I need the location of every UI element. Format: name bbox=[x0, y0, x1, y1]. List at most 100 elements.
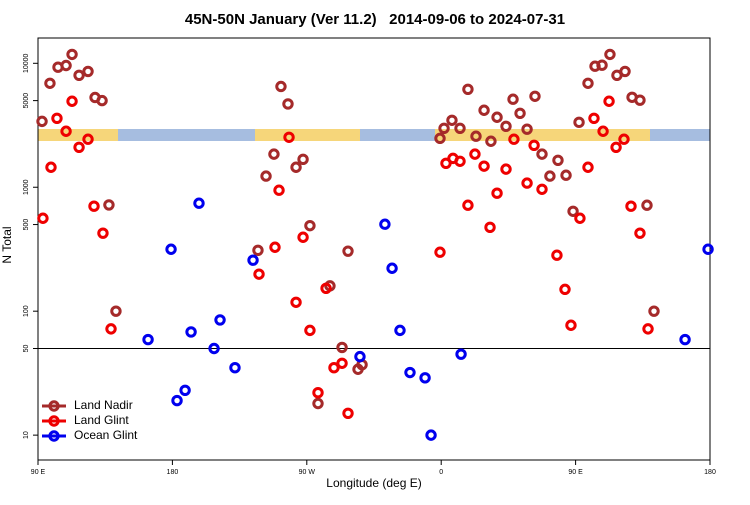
point bbox=[297, 231, 309, 243]
x-tick-label: 90 W bbox=[299, 469, 316, 476]
point bbox=[208, 342, 220, 355]
point bbox=[253, 268, 265, 280]
point bbox=[455, 348, 467, 360]
point bbox=[171, 394, 183, 407]
y-tick-label: 10 bbox=[23, 431, 30, 439]
y-tick-label: 500 bbox=[23, 219, 30, 231]
point bbox=[60, 125, 72, 137]
point bbox=[619, 65, 631, 78]
point bbox=[604, 48, 616, 61]
point bbox=[544, 170, 556, 182]
point bbox=[82, 65, 94, 78]
point bbox=[105, 323, 117, 335]
point bbox=[478, 160, 490, 172]
point bbox=[66, 48, 78, 61]
x-axis-label: Longitude (deg E) bbox=[326, 476, 421, 490]
legend-marker bbox=[48, 430, 60, 442]
point bbox=[103, 199, 115, 211]
point bbox=[290, 161, 302, 173]
point bbox=[446, 114, 458, 126]
point bbox=[283, 131, 295, 143]
point bbox=[551, 249, 563, 261]
legend-marker bbox=[48, 400, 60, 412]
legend-marker bbox=[48, 415, 60, 427]
point bbox=[438, 122, 450, 134]
point bbox=[462, 83, 474, 95]
point bbox=[342, 245, 354, 257]
point bbox=[641, 199, 653, 211]
y-tick-label: 10000 bbox=[23, 53, 30, 73]
point bbox=[679, 333, 691, 346]
point bbox=[603, 95, 615, 107]
point bbox=[469, 148, 481, 160]
point bbox=[214, 314, 226, 326]
point bbox=[297, 153, 309, 166]
ocean-band bbox=[118, 129, 255, 141]
y-tick-label: 5000 bbox=[23, 93, 30, 109]
y-tick-label: 100 bbox=[23, 305, 30, 317]
point bbox=[582, 161, 594, 173]
point bbox=[634, 227, 646, 239]
point bbox=[634, 94, 646, 106]
point bbox=[51, 112, 63, 124]
point bbox=[82, 133, 94, 145]
land-band bbox=[435, 129, 650, 141]
point bbox=[36, 115, 48, 128]
legend-label: Land Glint bbox=[74, 413, 129, 427]
point bbox=[484, 221, 496, 234]
point bbox=[529, 90, 541, 102]
x-tick-label: 0 bbox=[439, 469, 443, 476]
point bbox=[462, 199, 474, 211]
point bbox=[193, 197, 205, 209]
point bbox=[491, 187, 503, 199]
point bbox=[96, 94, 108, 107]
point bbox=[521, 123, 533, 135]
point bbox=[336, 357, 348, 369]
point bbox=[425, 429, 437, 441]
x-tick-label: 90 E bbox=[31, 469, 46, 476]
point bbox=[336, 341, 348, 354]
land-band bbox=[255, 129, 360, 141]
point bbox=[404, 366, 416, 379]
point bbox=[559, 283, 571, 296]
x-tick-label: 180 bbox=[167, 469, 179, 476]
point bbox=[500, 120, 512, 133]
point bbox=[110, 305, 122, 317]
point bbox=[565, 319, 577, 331]
point bbox=[379, 218, 391, 230]
point bbox=[419, 372, 431, 384]
point bbox=[454, 155, 466, 167]
point bbox=[574, 212, 586, 224]
point bbox=[247, 254, 259, 266]
point bbox=[521, 177, 533, 189]
ocean-band bbox=[650, 129, 710, 141]
point bbox=[610, 141, 622, 154]
point bbox=[552, 154, 564, 166]
point bbox=[582, 77, 594, 89]
point bbox=[354, 350, 366, 363]
point bbox=[507, 93, 519, 105]
point bbox=[434, 132, 446, 145]
point bbox=[73, 69, 85, 82]
point bbox=[478, 104, 490, 116]
point bbox=[394, 324, 406, 337]
point bbox=[88, 200, 100, 212]
point bbox=[528, 139, 540, 151]
point bbox=[229, 361, 241, 374]
point bbox=[37, 212, 49, 224]
point bbox=[165, 243, 177, 255]
y-tick-label: 50 bbox=[23, 345, 30, 353]
point bbox=[386, 262, 398, 274]
x-tick-label: 90 E bbox=[568, 469, 583, 476]
point bbox=[73, 141, 85, 154]
point bbox=[269, 241, 281, 253]
point bbox=[44, 77, 56, 89]
point bbox=[97, 227, 109, 239]
point bbox=[320, 282, 332, 294]
point bbox=[342, 407, 354, 420]
legend-label: Land Nadir bbox=[74, 398, 133, 412]
point bbox=[508, 133, 520, 145]
point bbox=[179, 384, 191, 396]
point bbox=[500, 163, 512, 175]
